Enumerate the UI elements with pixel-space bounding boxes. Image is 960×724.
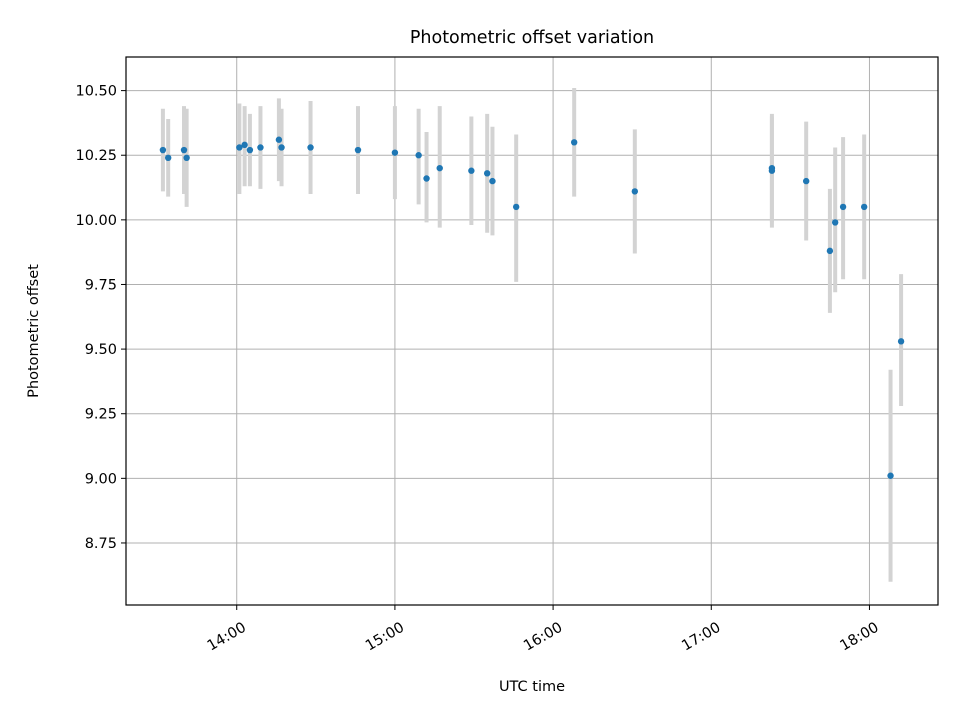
data-point xyxy=(183,154,190,162)
data-point xyxy=(768,164,776,172)
data-point xyxy=(887,472,894,479)
data-point xyxy=(164,154,172,162)
data-point xyxy=(275,136,283,143)
plot-area-frame xyxy=(125,56,939,606)
y-axis: 8.75 9.00 9.25 9.50 9.75 10.00 10.25 10.50 xyxy=(75,84,126,552)
data-point xyxy=(415,152,422,159)
data-point xyxy=(826,247,834,255)
data-point xyxy=(246,146,254,154)
data-point xyxy=(241,141,248,149)
data-point xyxy=(839,203,847,211)
data-points xyxy=(159,136,905,479)
y-tick-label: 9.25 xyxy=(85,407,117,423)
data-point xyxy=(831,219,839,226)
y-tick-label: 10.50 xyxy=(75,84,117,100)
data-point xyxy=(423,175,430,182)
y-tick-label: 9.50 xyxy=(85,342,117,358)
data-point xyxy=(307,144,314,151)
data-point xyxy=(436,164,443,172)
data-point xyxy=(860,203,868,211)
y-tick-label: 9.00 xyxy=(85,471,117,487)
data-point xyxy=(159,146,167,154)
x-axis-label: UTC time xyxy=(499,679,565,695)
y-tick-label: 9.75 xyxy=(85,277,117,293)
y-axis-label: Photometric offset xyxy=(26,264,42,398)
data-point xyxy=(897,338,905,345)
y-tick-label: 8.75 xyxy=(85,536,117,552)
data-point xyxy=(512,203,520,211)
data-point xyxy=(278,144,285,151)
y-tick-label: 10.25 xyxy=(75,148,117,164)
data-point xyxy=(468,167,475,174)
data-point xyxy=(570,139,578,146)
data-point xyxy=(391,149,399,156)
data-point xyxy=(236,144,243,151)
data-point xyxy=(354,146,362,154)
chart-title: Photometric offset variation xyxy=(410,28,654,48)
data-point xyxy=(483,170,491,177)
y-tick-label: 10.00 xyxy=(75,213,117,229)
data-point xyxy=(802,177,810,185)
data-point xyxy=(631,188,639,195)
data-point xyxy=(180,146,188,154)
data-point xyxy=(257,144,264,151)
data-point xyxy=(489,177,496,185)
